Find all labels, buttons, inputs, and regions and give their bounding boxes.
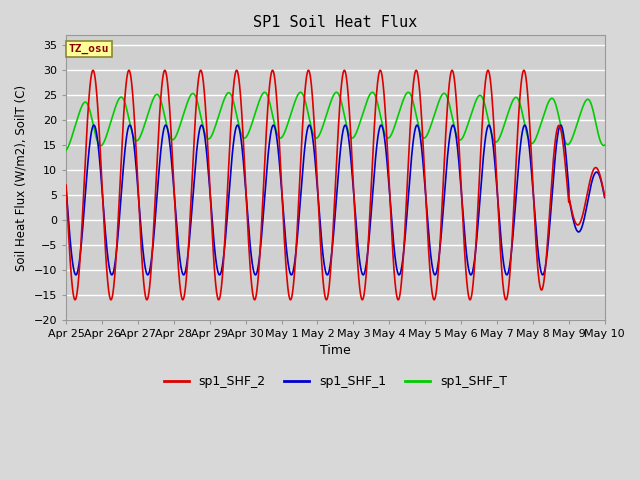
sp1_SHF_1 [397, 267, 405, 273]
sp1_SHF_1 [449, 122, 457, 128]
sp1_SHF_1 [388, 218, 396, 224]
sp1_SHF_T [212, 120, 220, 126]
sp1_SHF_2 [550, 152, 557, 157]
sp1_SHF_2 [71, 297, 79, 303]
Line: sp1_SHF_1: sp1_SHF_1 [66, 125, 605, 275]
Text: TZ_osu: TZ_osu [68, 44, 109, 54]
sp1_SHF_T [397, 103, 405, 108]
sp1_SHF_2 [89, 67, 97, 73]
sp1_SHF_2 [397, 279, 405, 285]
sp1_SHF_1 [62, 186, 70, 192]
Line: sp1_SHF_T: sp1_SHF_T [66, 92, 605, 150]
Title: SP1 Soil Heat Flux: SP1 Soil Heat Flux [253, 15, 417, 30]
sp1_SHF_T [550, 97, 557, 103]
X-axis label: Time: Time [320, 344, 351, 357]
sp1_SHF_T [178, 118, 186, 124]
sp1_SHF_1 [212, 262, 220, 267]
sp1_SHF_1 [601, 195, 609, 201]
Legend: sp1_SHF_2, sp1_SHF_1, sp1_SHF_T: sp1_SHF_2, sp1_SHF_1, sp1_SHF_T [159, 370, 512, 393]
sp1_SHF_1 [467, 272, 475, 278]
sp1_SHF_1 [550, 170, 557, 176]
sp1_SHF_2 [178, 295, 186, 301]
sp1_SHF_2 [388, 236, 396, 241]
sp1_SHF_T [388, 131, 396, 136]
sp1_SHF_T [261, 89, 269, 95]
sp1_SHF_1 [178, 266, 186, 272]
Y-axis label: Soil Heat Flux (W/m2), SoilT (C): Soil Heat Flux (W/m2), SoilT (C) [15, 84, 28, 271]
sp1_SHF_2 [213, 290, 221, 296]
sp1_SHF_2 [601, 192, 609, 198]
sp1_SHF_T [600, 143, 608, 148]
sp1_SHF_1 [601, 194, 609, 200]
sp1_SHF_2 [601, 193, 609, 199]
sp1_SHF_T [62, 147, 70, 153]
sp1_SHF_T [601, 142, 609, 148]
Line: sp1_SHF_2: sp1_SHF_2 [66, 70, 605, 300]
sp1_SHF_2 [62, 182, 70, 188]
